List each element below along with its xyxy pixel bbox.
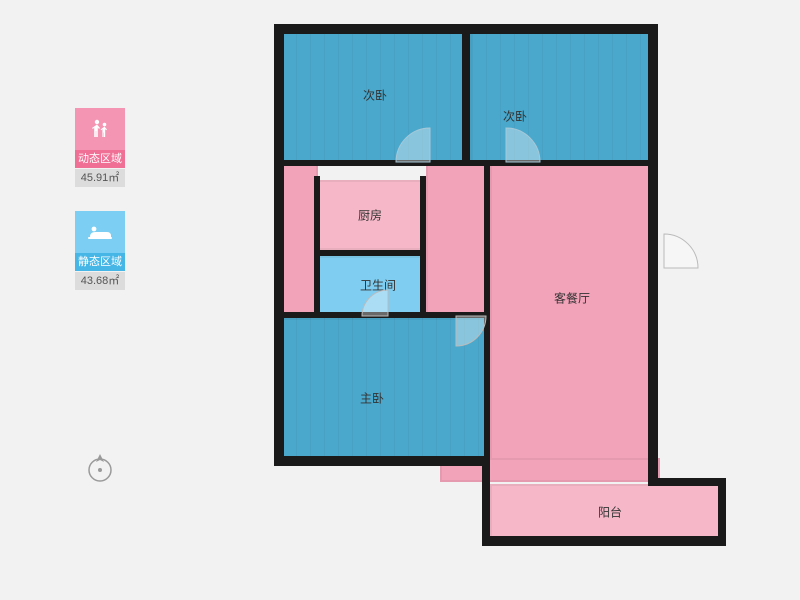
- legend-label-static: 静态区域: [75, 253, 125, 271]
- door-arc-4: [664, 234, 698, 268]
- legend-panel: 动态区域 45.91㎡ 静态区域 43.68㎡: [75, 108, 135, 314]
- compass-icon: [82, 450, 118, 486]
- room-living: [490, 164, 658, 482]
- wall-3: [274, 456, 490, 466]
- wall-8: [462, 32, 470, 162]
- room-bedroom2b: [470, 32, 655, 162]
- room-label-balcony: 阳台: [598, 504, 622, 521]
- room-label-bedroom2a: 次卧: [363, 87, 387, 104]
- wall-9: [280, 160, 658, 166]
- wall-4: [482, 456, 490, 544]
- wall-1: [274, 24, 284, 464]
- room-label-kitchen: 厨房: [358, 207, 382, 224]
- legend-item-dynamic: 动态区域 45.91㎡: [75, 108, 135, 187]
- legend-item-static: 静态区域 43.68㎡: [75, 211, 135, 290]
- legend-label-dynamic: 动态区域: [75, 150, 125, 168]
- wall-11: [314, 250, 426, 256]
- wall-13: [280, 312, 490, 318]
- room-master: [280, 318, 488, 458]
- room-hallway: [426, 164, 490, 318]
- room-label-living: 客餐厅: [554, 290, 590, 307]
- legend-value-static: 43.68㎡: [75, 272, 125, 290]
- room-hallway2: [280, 164, 318, 318]
- legend-value-dynamic: 45.91㎡: [75, 169, 125, 187]
- wall-6: [718, 478, 726, 544]
- wall-14: [484, 164, 490, 460]
- wall-5: [482, 536, 726, 546]
- room-label-bedroom2b: 次卧: [503, 108, 527, 125]
- rest-icon: [75, 211, 125, 253]
- room-label-bathroom: 卫生间: [360, 277, 396, 294]
- people-icon: [75, 108, 125, 150]
- room-label-master: 主卧: [360, 390, 384, 407]
- wall-12: [420, 176, 426, 316]
- wall-10: [314, 176, 320, 316]
- wall-7: [648, 478, 724, 486]
- floor-plan: 次卧次卧厨房卫生间主卧客餐厅阳台: [270, 20, 740, 575]
- wall-2: [648, 24, 658, 484]
